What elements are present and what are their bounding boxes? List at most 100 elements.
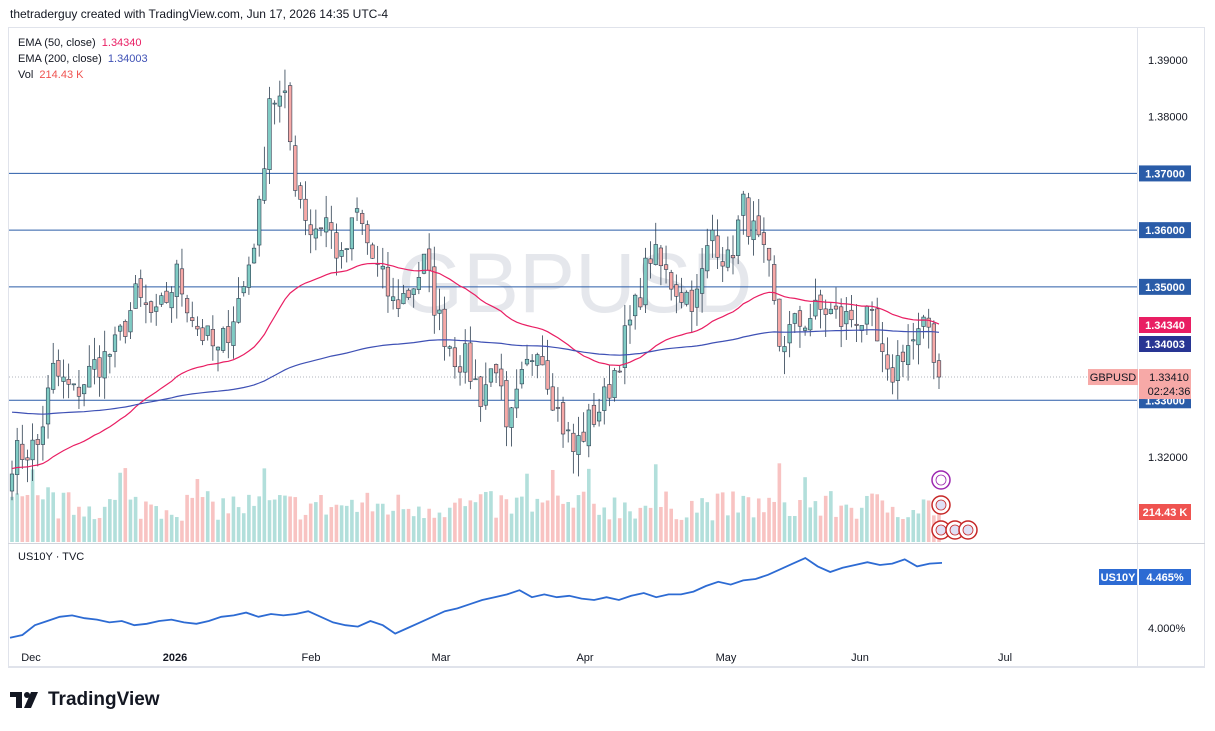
candle-body[interactable]	[102, 351, 107, 379]
candle-body[interactable]	[35, 439, 40, 445]
candle-body[interactable]	[421, 253, 427, 274]
candle-body[interactable]	[797, 310, 803, 327]
candle-body[interactable]	[174, 263, 179, 297]
candle-body[interactable]	[607, 384, 612, 399]
candle-body[interactable]	[895, 355, 900, 381]
candle-body[interactable]	[123, 321, 128, 337]
candle-body[interactable]	[82, 384, 87, 395]
candle-body[interactable]	[854, 323, 859, 326]
candle-body[interactable]	[87, 365, 92, 388]
candle-body[interactable]	[772, 264, 777, 301]
candle-body[interactable]	[699, 268, 705, 294]
candle-body[interactable]	[246, 264, 252, 288]
candle-body[interactable]	[849, 309, 854, 321]
candle-body[interactable]	[324, 217, 329, 233]
candle-body[interactable]	[627, 319, 633, 326]
candle-body[interactable]	[97, 357, 102, 378]
candle-body[interactable]	[591, 404, 597, 425]
candle-body[interactable]	[406, 289, 411, 298]
candle-body[interactable]	[169, 292, 174, 309]
candle-body[interactable]	[813, 299, 818, 317]
candle-body[interactable]	[833, 305, 839, 310]
candle-body[interactable]	[185, 298, 190, 314]
candle-body[interactable]	[926, 317, 931, 328]
candle-body[interactable]	[638, 297, 643, 308]
candle-body[interactable]	[133, 283, 138, 309]
candle-body[interactable]	[154, 306, 159, 312]
candle-body[interactable]	[560, 402, 566, 435]
candle-body[interactable]	[499, 368, 504, 387]
candle-body[interactable]	[622, 325, 627, 368]
candle-body[interactable]	[390, 296, 396, 301]
candle-body[interactable]	[112, 334, 118, 352]
candle-body[interactable]	[488, 368, 494, 383]
candle-body[interactable]	[25, 457, 30, 461]
candle-body[interactable]	[921, 316, 926, 327]
candle-body[interactable]	[524, 358, 530, 365]
candle-body[interactable]	[56, 360, 61, 377]
candle-body[interactable]	[226, 326, 231, 344]
candle-body[interactable]	[303, 198, 308, 221]
candle-body[interactable]	[195, 325, 200, 330]
candle-body[interactable]	[545, 360, 550, 390]
candle-body[interactable]	[741, 193, 746, 216]
candle-body[interactable]	[148, 301, 154, 313]
candle-body[interactable]	[596, 411, 602, 422]
candle-body[interactable]	[205, 325, 210, 336]
candle-body[interactable]	[257, 198, 262, 246]
candle-body[interactable]	[360, 213, 365, 224]
candle-body[interactable]	[844, 311, 849, 325]
candle-body[interactable]	[669, 272, 674, 290]
candle-body[interactable]	[571, 432, 576, 452]
candle-body[interactable]	[236, 298, 241, 323]
candle-body[interactable]	[277, 95, 282, 107]
candle-body[interactable]	[61, 376, 66, 382]
candle-body[interactable]	[349, 217, 355, 250]
tradingview-branding[interactable]: TradingView	[10, 689, 160, 711]
candle-body[interactable]	[586, 409, 591, 447]
candle-body[interactable]	[241, 286, 246, 294]
candle-body[interactable]	[905, 345, 911, 365]
candle-body[interactable]	[318, 227, 324, 230]
candle-body[interactable]	[210, 329, 215, 347]
candle-body[interactable]	[653, 244, 658, 265]
candle-body[interactable]	[555, 407, 560, 409]
candle-body[interactable]	[725, 249, 730, 268]
candle-body[interactable]	[602, 386, 607, 411]
candle-body[interactable]	[190, 317, 195, 321]
candle-body[interactable]	[200, 327, 205, 341]
candle-body[interactable]	[663, 264, 669, 270]
candle-body[interactable]	[370, 244, 375, 259]
candle-body[interactable]	[51, 362, 56, 390]
candle-body[interactable]	[566, 429, 571, 432]
candle-body[interactable]	[231, 321, 236, 346]
candle-body[interactable]	[272, 102, 277, 105]
candle-body[interactable]	[715, 235, 720, 258]
candle-body[interactable]	[782, 346, 787, 353]
candle-body[interactable]	[766, 247, 772, 261]
candle-body[interactable]	[138, 278, 143, 298]
candle-body[interactable]	[427, 248, 432, 271]
candle-body[interactable]	[581, 431, 586, 442]
candle-body[interactable]	[828, 308, 833, 314]
candle-body[interactable]	[473, 378, 478, 381]
candle-body[interactable]	[45, 387, 51, 425]
candle-body[interactable]	[287, 85, 293, 143]
candle-body[interactable]	[880, 343, 885, 353]
candle-body[interactable]	[298, 185, 303, 200]
candle-body[interactable]	[442, 308, 447, 347]
candle-body[interactable]	[457, 366, 463, 373]
candle-body[interactable]	[689, 289, 694, 312]
candle-body[interactable]	[864, 305, 869, 325]
candle-body[interactable]	[931, 323, 936, 363]
candle-body[interactable]	[875, 308, 880, 342]
candle-body[interactable]	[720, 261, 725, 267]
candle-body[interactable]	[215, 346, 221, 351]
candle-body[interactable]	[468, 342, 473, 382]
legend-ema200[interactable]: EMA (200, close) 1.34003	[18, 51, 148, 67]
candle-body[interactable]	[334, 232, 339, 259]
candle-body[interactable]	[463, 343, 468, 373]
candle-body[interactable]	[401, 293, 406, 305]
candle-body[interactable]	[936, 360, 942, 378]
